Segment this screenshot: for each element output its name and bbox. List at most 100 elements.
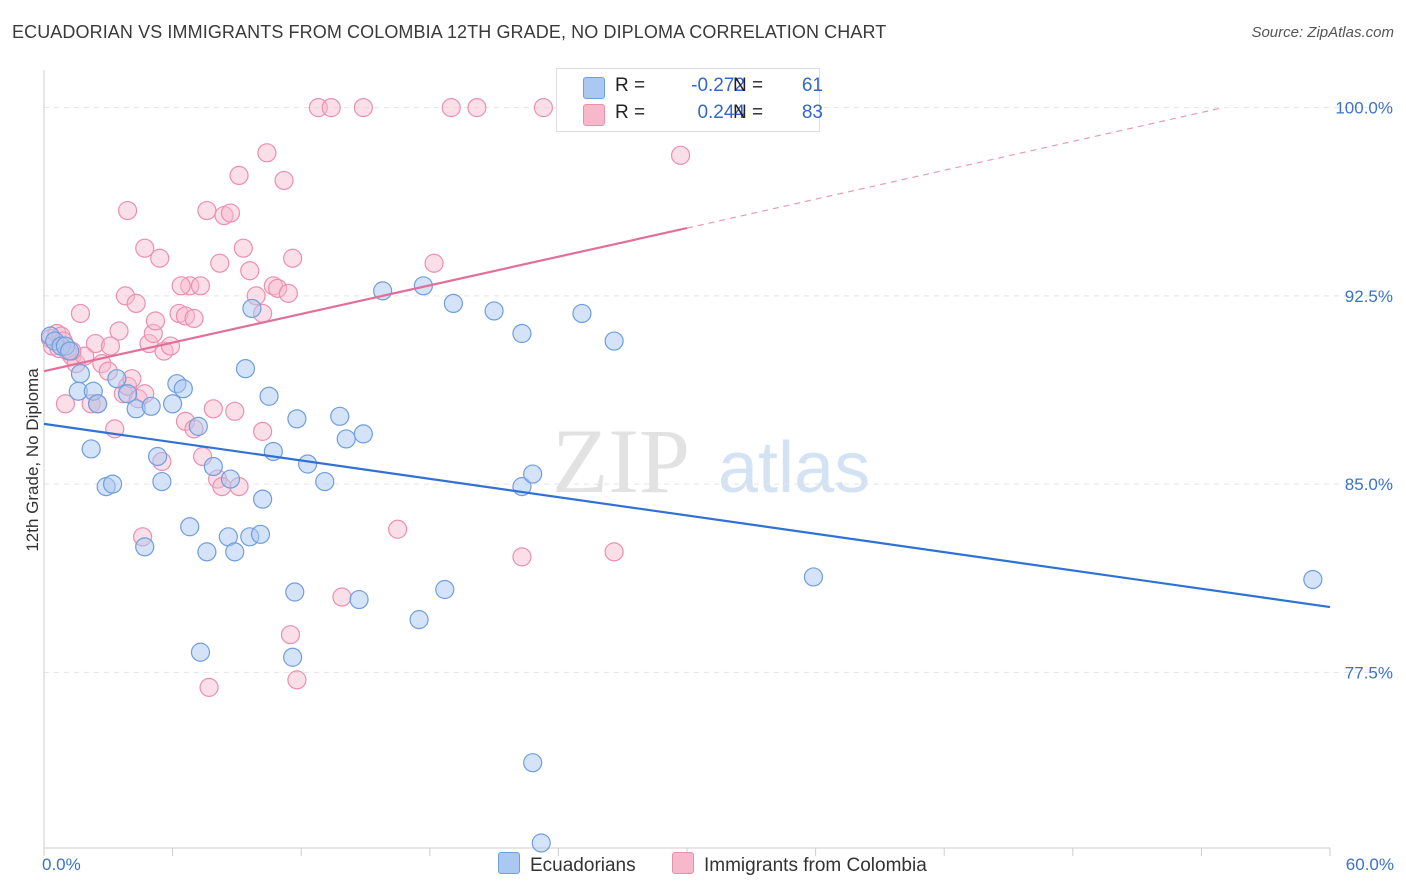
colombia-point — [353, 98, 373, 118]
ecuadorian-point — [242, 298, 262, 319]
colombia-point — [233, 238, 253, 258]
ecuadorian-point — [190, 642, 211, 662]
ecuadorian-point — [87, 394, 108, 414]
legend-n-value: 83 — [801, 102, 823, 123]
x-tick-label: 0.0% — [42, 855, 81, 874]
colombia-point — [278, 283, 298, 303]
colombia-point — [257, 143, 277, 163]
bottom-legend-label-ecuadorians: Ecuadorians — [530, 855, 636, 876]
ecuadorian-trend-line — [43, 422, 1331, 609]
bottom-legend-colombia: Immigrants from Colombia — [672, 852, 927, 877]
ecuadorian-point — [512, 323, 532, 344]
ecuadorian-point — [147, 446, 168, 467]
y-axis-label: 12th Grade, No Diploma — [23, 368, 42, 552]
legend-n-value: 61 — [801, 75, 823, 96]
colombia-point — [85, 333, 106, 354]
colombia-point — [109, 321, 129, 341]
ecuadorian-point — [102, 474, 123, 494]
legend-r-label: R = — [615, 75, 646, 96]
trend-lines — [43, 107, 1331, 609]
ecuadorian-point — [188, 416, 208, 436]
legend-n-label: N = — [733, 75, 764, 96]
ecuadorian-point — [353, 424, 373, 444]
grid — [44, 107, 1370, 673]
watermark: ZIP atlas — [552, 410, 870, 512]
ecuadorian-point — [604, 331, 624, 351]
colombia-point — [283, 248, 303, 268]
colombia-point — [184, 308, 204, 329]
ecuadorian-point — [336, 429, 356, 449]
ecuadorian-point — [141, 396, 161, 416]
colombia-point — [220, 203, 241, 223]
ecuadorian-point — [250, 524, 271, 544]
colombia-point — [126, 293, 146, 313]
bottom-legend-swatch-colombia — [672, 852, 694, 874]
colombia-point — [332, 587, 352, 607]
y-tick-label: 85.0% — [1345, 475, 1393, 494]
legend-swatch-colombia — [583, 104, 605, 126]
ecuadorian-point — [349, 589, 369, 610]
ecuadorian-point — [152, 471, 172, 492]
colombia-point — [210, 253, 230, 273]
ecuadorian-point — [443, 293, 463, 313]
colombia-point — [533, 98, 553, 118]
ecuadorian-point — [253, 489, 273, 509]
colombia-point — [199, 677, 219, 697]
colombia-point — [280, 625, 301, 645]
colombia-point — [225, 401, 245, 421]
axes — [43, 70, 1331, 856]
colombia-points — [40, 98, 691, 697]
ecuadorian-point — [81, 439, 101, 459]
ecuadorian-point — [803, 567, 824, 587]
colombia-point — [70, 303, 91, 324]
ecuadorian-point — [285, 582, 305, 602]
ecuadorian-point — [60, 341, 80, 361]
colombia-point — [274, 170, 294, 191]
ecuadorian-point — [330, 406, 350, 426]
ecuadorian-point — [235, 359, 256, 379]
ecuadorian-point — [435, 579, 455, 600]
ecuadorian-point — [287, 409, 307, 429]
colombia-point — [512, 547, 532, 567]
bottom-legend-ecuadorians: Ecuadorians — [498, 852, 636, 877]
colombia-point — [117, 200, 138, 221]
x-tick-labels: 0.0% 60.0% — [42, 855, 1394, 874]
colombia-point — [143, 323, 163, 344]
colombia-point — [253, 421, 273, 441]
colombia-point — [240, 261, 260, 281]
legend-r-label: R = — [615, 102, 646, 123]
ecuadorian-point — [180, 517, 200, 537]
ecuadorian-point — [259, 386, 279, 406]
ecuadorian-point — [523, 464, 543, 484]
colombia-point — [135, 238, 155, 258]
legend-n-label: N = — [733, 102, 764, 123]
ecuadorian-point — [409, 610, 429, 630]
watermark-atlas: atlas — [718, 428, 870, 508]
ecuadorian-point — [225, 542, 245, 562]
ecuadorian-point — [572, 303, 592, 324]
y-tick-label: 100.0% — [1335, 99, 1393, 118]
colombia-trend-line — [43, 227, 688, 373]
y-tick-label: 77.5% — [1345, 663, 1393, 682]
y-tick-label: 92.5% — [1345, 287, 1393, 306]
colombia-point — [203, 399, 223, 419]
colombia-point — [150, 248, 170, 268]
y-tick-labels: 77.5% 85.0% 92.5% 100.0% — [1335, 99, 1393, 683]
colombia-point — [268, 278, 288, 298]
colombia-point — [467, 98, 487, 118]
colombia-point — [424, 253, 444, 273]
ecuadorian-point — [298, 454, 318, 474]
colombia-point — [321, 98, 341, 118]
colombia-point — [190, 276, 211, 296]
ecuadorian-points — [40, 276, 1323, 853]
ecuadorian-point — [70, 364, 91, 384]
ecuadorian-point — [107, 369, 127, 389]
colombia-point — [670, 145, 691, 165]
x-tick-label: 60.0% — [1346, 855, 1394, 874]
source-label: Source: ZipAtlas.com — [1251, 24, 1394, 41]
ecuadorian-point — [523, 753, 543, 773]
bottom-legend-label-colombia: Immigrants from Colombia — [704, 855, 927, 876]
colombia-point — [100, 336, 121, 356]
ecuadorian-point — [173, 379, 193, 399]
